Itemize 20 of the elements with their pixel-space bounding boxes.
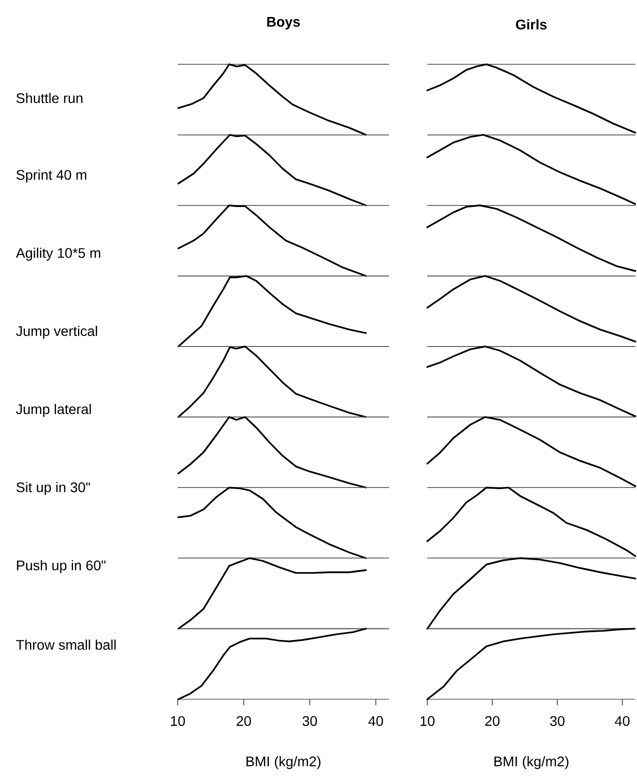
x-axis-title: BMI (kg/m2) — [494, 756, 568, 770]
x-tick-label: 20 — [236, 716, 251, 726]
y-axis-title: Shuttle run — [16, 92, 82, 104]
x-tick-label: 30 — [550, 716, 565, 726]
y-axis-title: Throw small ball — [16, 640, 116, 650]
x-tick-label: 10 — [171, 716, 185, 726]
x-tick-label: 20 — [485, 716, 500, 726]
x-tick-label: 40 — [368, 716, 384, 726]
x-tick-label: 40 — [614, 716, 630, 726]
y-axis-title: Agility 10*5 m — [16, 248, 100, 261]
x-tick-label: 30 — [302, 716, 317, 726]
chart-title: Boys — [267, 16, 300, 30]
x-axis-title: BMI (kg/m2) — [246, 756, 320, 770]
y-axis-title: Jump lateral — [16, 404, 91, 417]
y-axis-title: Sprint 40 m — [16, 170, 86, 183]
y-axis-title: Jump vertical — [16, 326, 98, 339]
y-axis-title: Push up in 60" — [16, 560, 106, 574]
x-tick-label: 10 — [420, 716, 435, 726]
chart-title: Girls — [516, 19, 547, 30]
y-axis-title: Sit up in 30" — [16, 482, 90, 495]
